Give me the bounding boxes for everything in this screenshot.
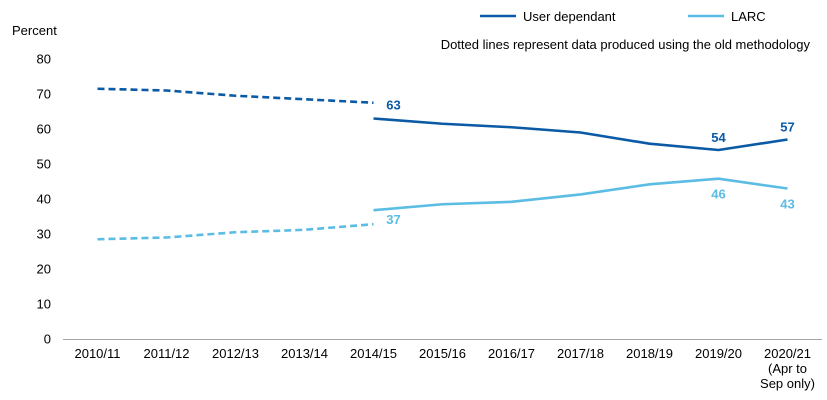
larc-line — [373, 177, 788, 212]
x-axis: 2010/11 2011/12 2012/13 2013/14 2014/15 2015/… — [63, 339, 822, 391]
user-dependant-old-methodology-line — [97, 87, 374, 105]
y-tick-label: 30 — [37, 227, 51, 242]
y-tick-label: 50 — [37, 157, 51, 172]
methodology-note: Dotted lines represent data produced usi… — [441, 37, 811, 52]
larc-data-label: 37 — [386, 212, 400, 227]
x-tick-label: 2012/13 — [212, 346, 259, 361]
legend-user-dependant-label: User dependant — [523, 9, 616, 24]
y-tick-label: 60 — [37, 122, 51, 137]
x-tick-label: 2017/18 — [557, 346, 604, 361]
y-tick-label: 80 — [37, 52, 51, 67]
user-dependant-data-label: 57 — [780, 120, 794, 135]
data-labels: 63 54 57 37 46 43 — [386, 98, 794, 228]
x-tick-label: 2016/17 — [488, 346, 535, 361]
user-dependant-data-label: 54 — [711, 130, 726, 145]
legend-larc-label: LARC — [731, 9, 766, 24]
legend: User dependant LARC — [480, 9, 766, 24]
x-tick-label: 2013/14 — [281, 346, 328, 361]
x-tick-label: 2011/12 — [143, 346, 189, 361]
series-layer — [97, 87, 788, 241]
y-axis-title: Percent — [12, 23, 57, 38]
x-tick-label: 2019/20 — [695, 346, 742, 361]
larc-data-label: 46 — [711, 187, 725, 202]
larc-old-methodology-line — [97, 222, 374, 241]
y-tick-label: 40 — [37, 192, 51, 207]
y-tick-label: 10 — [37, 297, 51, 312]
y-tick-label: 20 — [37, 262, 51, 277]
y-axis: 0 10 20 30 40 50 60 70 80 — [37, 52, 51, 347]
x-tick-label: 2015/16 — [419, 346, 466, 361]
user-dependant-line — [373, 117, 788, 152]
y-tick-label: 70 — [37, 87, 51, 102]
user-dependant-data-label: 63 — [386, 98, 400, 113]
x-tick-label: 2020/21 (Apr to Sep only) — [760, 346, 815, 391]
x-tick-label: 2018/19 — [626, 346, 673, 361]
larc-data-label: 43 — [780, 197, 794, 212]
x-tick-label: 2010/11 — [74, 346, 120, 361]
y-tick-label: 0 — [44, 332, 51, 347]
x-tick-label: 2014/15 — [350, 346, 397, 361]
